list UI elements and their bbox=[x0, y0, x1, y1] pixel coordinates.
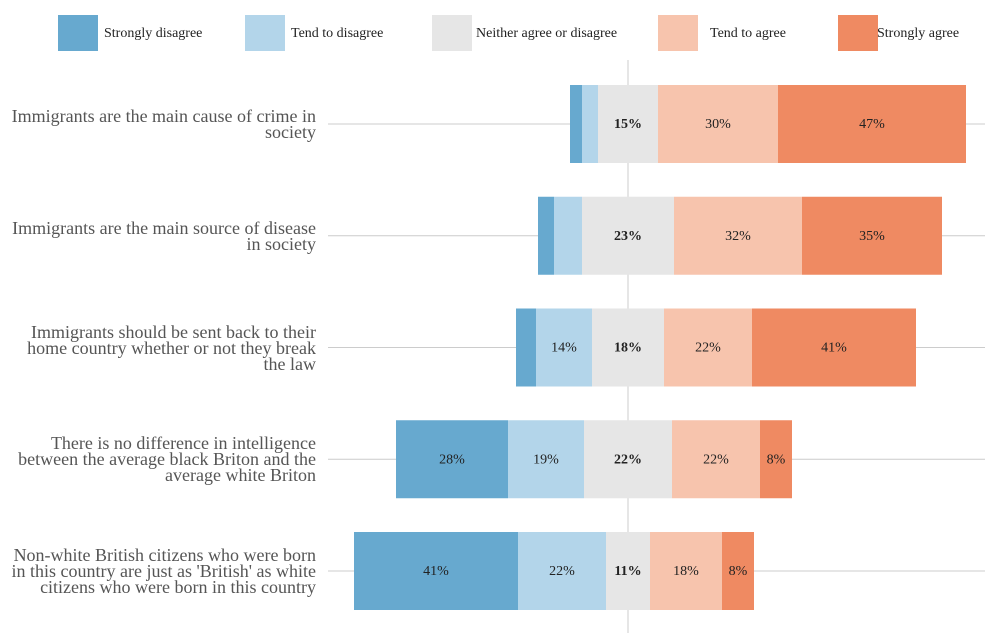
category-label: Immigrants are the main cause of crime i… bbox=[11, 106, 316, 142]
bar bbox=[396, 420, 508, 499]
data-label: 22% bbox=[549, 564, 575, 579]
legend-swatch bbox=[58, 15, 98, 51]
bar bbox=[584, 420, 672, 499]
data-label: 8% bbox=[729, 564, 748, 579]
bar bbox=[354, 532, 518, 610]
data-label: 22% bbox=[614, 452, 642, 467]
data-label: 22% bbox=[695, 341, 721, 356]
data-label: 19% bbox=[533, 452, 559, 467]
bar bbox=[606, 532, 650, 610]
bar bbox=[570, 85, 582, 163]
legend-label: Tend to agree bbox=[710, 26, 786, 41]
bar bbox=[538, 196, 554, 275]
data-label: 41% bbox=[423, 564, 449, 579]
data-label: 14% bbox=[551, 341, 577, 356]
bar bbox=[658, 85, 778, 163]
legend-swatch bbox=[838, 15, 878, 51]
bar bbox=[664, 308, 752, 387]
category-label: Immigrants are the main source of diseas… bbox=[12, 217, 316, 254]
category-label: Immigrants should be sent back to their … bbox=[27, 321, 316, 374]
bar bbox=[536, 308, 592, 387]
data-label: 11% bbox=[614, 564, 641, 579]
bar bbox=[582, 196, 674, 275]
data-label: 30% bbox=[705, 117, 731, 132]
bar bbox=[518, 532, 606, 610]
bar bbox=[672, 420, 760, 499]
bar bbox=[802, 196, 942, 275]
category-label: There is no difference in intelligence b… bbox=[18, 433, 316, 486]
legend-label: Strongly disagree bbox=[104, 26, 202, 41]
legend-swatch bbox=[658, 15, 698, 51]
bar bbox=[592, 308, 664, 387]
bar bbox=[778, 85, 966, 163]
bar bbox=[650, 532, 722, 610]
bar bbox=[760, 420, 792, 499]
bar bbox=[722, 532, 754, 610]
data-label: 35% bbox=[859, 229, 885, 244]
data-label: 41% bbox=[821, 341, 847, 356]
data-label: 18% bbox=[614, 341, 642, 356]
data-label: 47% bbox=[859, 117, 885, 132]
bar bbox=[508, 420, 584, 499]
bar bbox=[582, 85, 598, 163]
legend-label: Strongly agree bbox=[877, 26, 959, 41]
bar bbox=[554, 196, 582, 275]
data-label: 23% bbox=[614, 229, 642, 244]
bar bbox=[752, 308, 916, 387]
data-label: 22% bbox=[703, 452, 729, 467]
data-label: 18% bbox=[673, 564, 699, 579]
data-label: 28% bbox=[439, 452, 465, 467]
legend-label: Tend to disagree bbox=[291, 26, 383, 41]
bar bbox=[674, 196, 802, 275]
legend-swatch bbox=[432, 15, 472, 51]
legend-label: Neither agree or disagree bbox=[476, 26, 617, 41]
bar bbox=[516, 308, 536, 387]
data-label: 32% bbox=[725, 229, 751, 244]
category-label: Non-white British citizens who were born… bbox=[11, 545, 316, 597]
bar bbox=[598, 85, 658, 163]
data-label: 8% bbox=[767, 452, 786, 467]
data-label: 15% bbox=[614, 117, 642, 132]
legend-swatch bbox=[245, 15, 285, 51]
